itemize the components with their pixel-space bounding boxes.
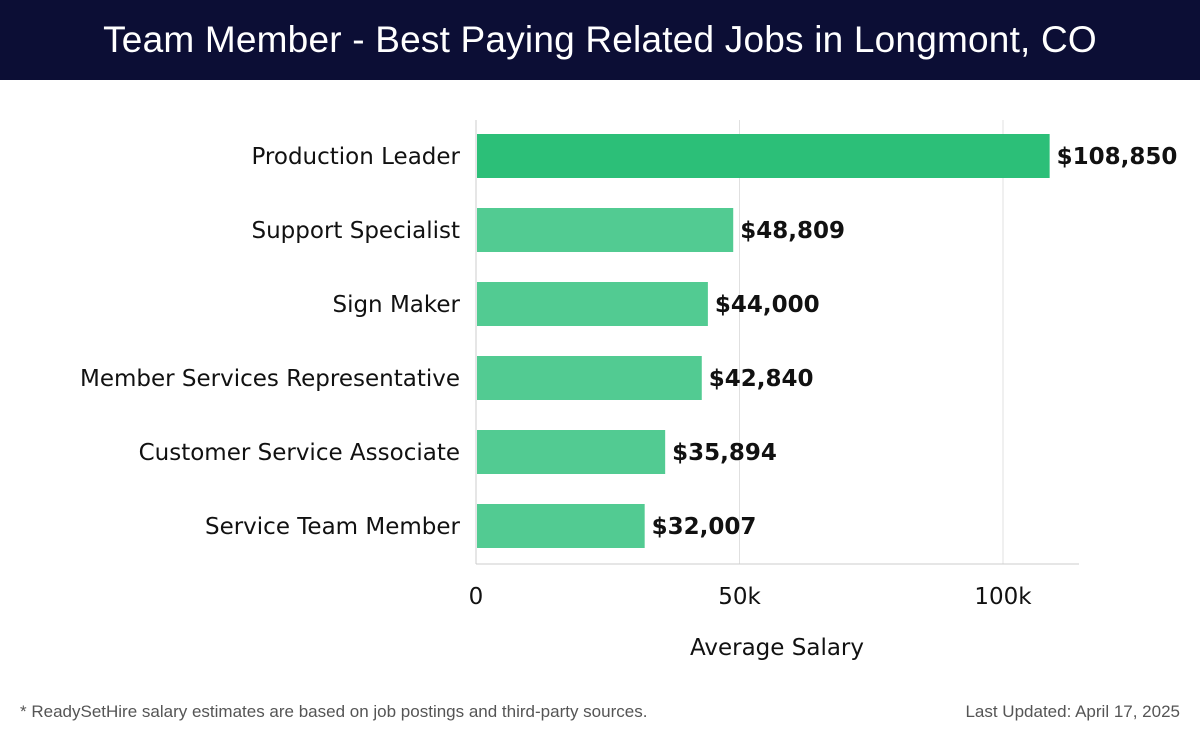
x-tick-label: 0 xyxy=(469,584,484,610)
x-tick-label: 50k xyxy=(718,584,761,610)
category-label: Support Specialist xyxy=(252,218,461,244)
bar xyxy=(477,282,708,326)
category-label: Sign Maker xyxy=(332,292,460,318)
value-label: $42,840 xyxy=(709,366,814,392)
bar xyxy=(477,356,702,400)
value-label: $35,894 xyxy=(672,440,777,466)
category-label: Member Services Representative xyxy=(80,366,460,392)
footer-note: * ReadySetHire salary estimates are base… xyxy=(20,702,648,721)
header-banner: Team Member - Best Paying Related Jobs i… xyxy=(0,0,1200,80)
bar xyxy=(477,134,1050,178)
page-title: Team Member - Best Paying Related Jobs i… xyxy=(103,19,1097,60)
last-updated: Last Updated: April 17, 2025 xyxy=(965,702,1180,721)
salary-bar-chart: Production Leader $108,850 Support Special… xyxy=(80,120,1178,661)
bar xyxy=(477,504,645,548)
x-tick-label: 100k xyxy=(974,584,1032,610)
value-label: $32,007 xyxy=(652,514,757,540)
value-label: $48,809 xyxy=(740,218,845,244)
value-label: $108,850 xyxy=(1057,144,1178,170)
x-axis-title: Average Salary xyxy=(690,635,864,661)
category-label: Customer Service Associate xyxy=(139,440,460,466)
bar xyxy=(477,430,666,474)
bar xyxy=(477,208,734,252)
category-label: Production Leader xyxy=(251,144,460,170)
category-label: Service Team Member xyxy=(205,514,461,540)
value-label: $44,000 xyxy=(715,292,820,318)
